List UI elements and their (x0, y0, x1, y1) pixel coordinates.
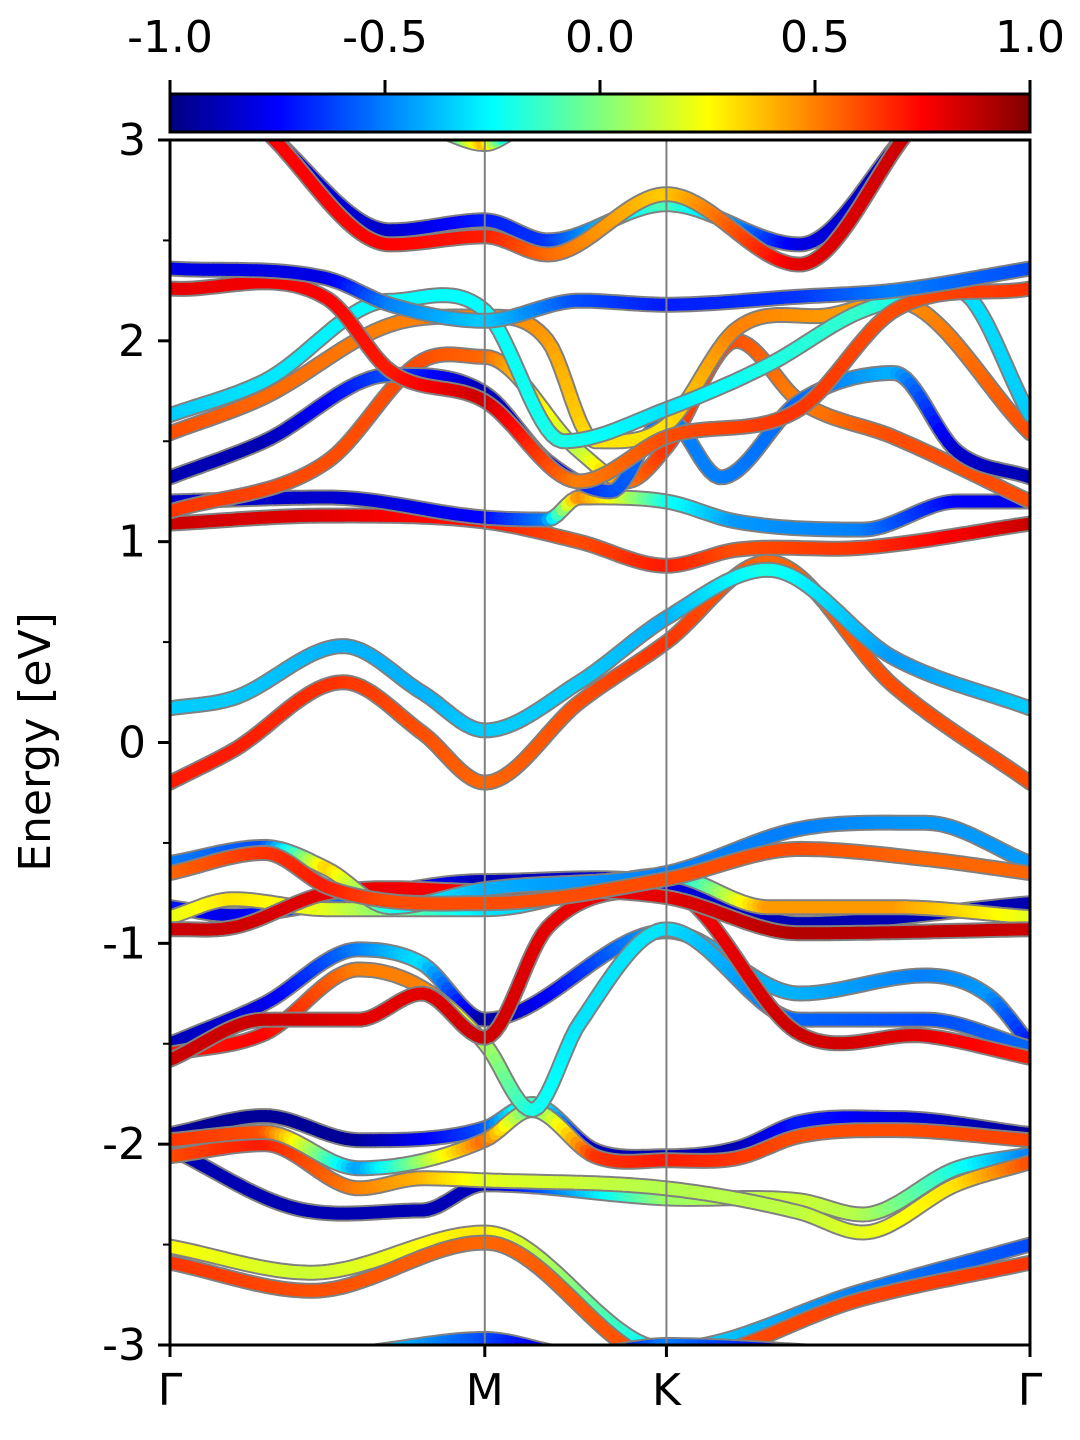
band-series (170, 561, 1030, 739)
band-segment (723, 1343, 733, 1345)
band-segment (266, 140, 277, 143)
band-segment (696, 1357, 701, 1358)
colorbar-tick-label: -0.5 (342, 12, 428, 63)
band-segment (392, 1341, 408, 1345)
band-segment (377, 1344, 387, 1345)
band-segment (710, 1354, 715, 1355)
band-segment (691, 1358, 696, 1359)
band-segment (680, 1341, 697, 1345)
band-segment (686, 1359, 691, 1360)
colorbar-gradient (168, 92, 1032, 134)
band-segment (380, 1343, 393, 1345)
band-segment (897, 140, 909, 144)
band-segment (396, 1340, 413, 1345)
colorbar-tick-label: 1.0 (995, 12, 1065, 63)
band-segment (725, 1342, 739, 1345)
band-segment (370, 1351, 375, 1352)
band-segment (643, 1356, 648, 1358)
band-segment (631, 1344, 635, 1345)
colorbar-ticks: -1.0 -0.5 0.0 0.5 1.0 (127, 12, 1065, 94)
band-segment (700, 1356, 705, 1357)
band-segment (728, 1340, 745, 1345)
band-segment (623, 1341, 636, 1345)
band-series (170, 840, 1030, 912)
band-segment (715, 1353, 720, 1354)
band-segment (685, 1340, 702, 1345)
band-series (170, 260, 1030, 329)
band-segment (384, 1342, 398, 1345)
band-segment (366, 1352, 371, 1353)
colorbar: -1.0 -0.5 0.0 0.5 1.0 (127, 12, 1065, 134)
band-segment (388, 1342, 403, 1345)
band-lines (170, 140, 1030, 1361)
band-series (358, 1331, 832, 1353)
band-segment (652, 1342, 667, 1345)
colorbar-tick-label: 0.5 (780, 12, 850, 63)
band-segment (638, 1353, 643, 1355)
band-segment (719, 1351, 724, 1353)
band-segment (657, 1360, 662, 1361)
band-series (263, 140, 913, 273)
band-segment (896, 140, 910, 146)
band-segment (377, 1344, 381, 1345)
band-outline (170, 1234, 1030, 1345)
band-segment (647, 1341, 663, 1345)
band-series (170, 365, 1030, 500)
band-segment (676, 1341, 692, 1345)
band-segment (681, 1360, 686, 1361)
band-segment (653, 1359, 658, 1360)
colorbar-tick-label: -1.0 (127, 12, 213, 63)
colorbar-tick-label: 0.0 (565, 12, 635, 63)
band-series (170, 1234, 1030, 1361)
band-outline (358, 1331, 832, 1345)
band-segment (705, 1355, 710, 1356)
band-series (170, 1136, 1030, 1241)
band-series (170, 274, 1030, 490)
band-segment (648, 1358, 653, 1360)
